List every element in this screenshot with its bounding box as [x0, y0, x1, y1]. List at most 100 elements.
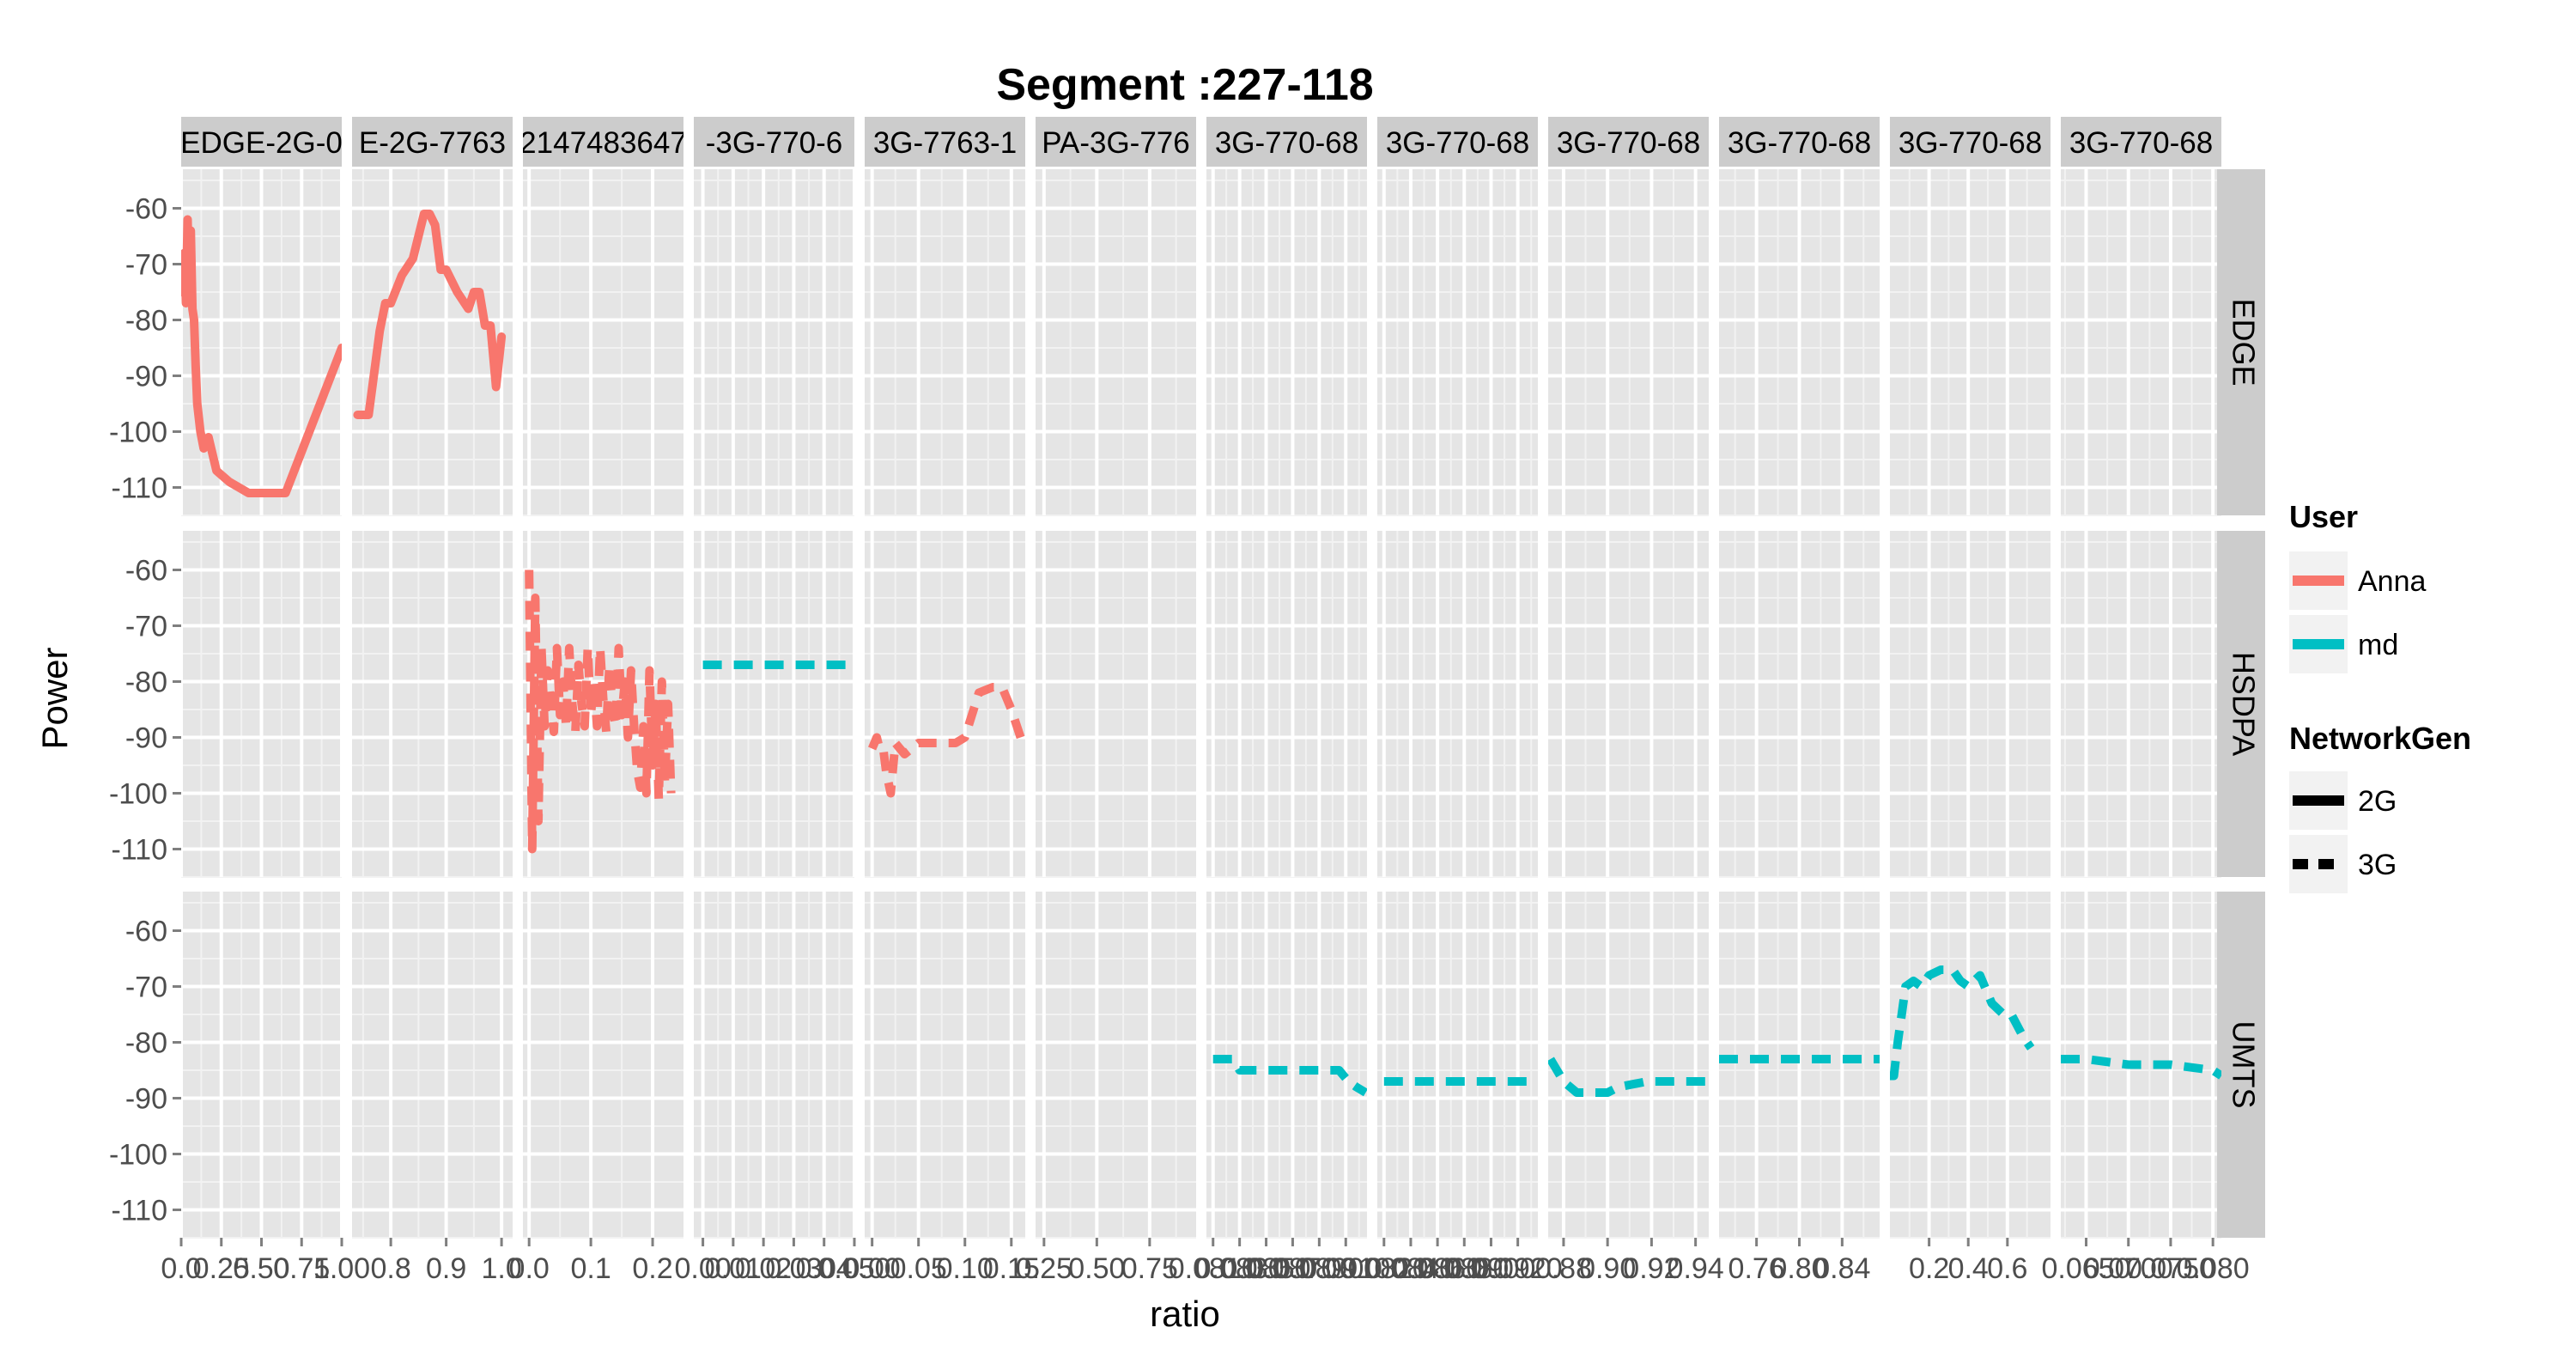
y-tick-label: -100	[109, 1139, 167, 1172]
facet-strip-label: 2147483647	[519, 126, 687, 160]
facet-panel	[1719, 892, 1880, 1239]
facet-strip-label: 3G-770-68	[1557, 126, 1700, 160]
x-tick-label: 0.92	[1623, 1252, 1680, 1285]
facet-strip-column: 2147483647	[519, 117, 687, 167]
y-tick-label: -80	[125, 1027, 167, 1060]
x-tick-label: 0.00	[674, 1252, 731, 1285]
facet-strip-label: HSDPA	[2226, 652, 2261, 756]
x-tick-label: 0.0870	[1248, 1252, 1337, 1285]
x-tick-label: 0.0890	[1274, 1252, 1364, 1285]
facet-strip-column: -3G-770-6	[694, 117, 854, 167]
y-tick-label: -110	[111, 472, 167, 505]
x-tick-label: 0.0	[161, 1252, 201, 1285]
y-tick-label: -90	[125, 361, 167, 393]
facet-strip-column: 3G-770-68	[1377, 117, 1538, 167]
x-tick-label: 0.0650	[2042, 1252, 2131, 1285]
x-tick-label: 0.0860	[1393, 1252, 1482, 1285]
facet-panel	[352, 892, 513, 1239]
y-tick-label: -110	[111, 834, 167, 867]
legend-label: md	[2358, 629, 2398, 661]
x-tick-label: 0.00	[844, 1252, 901, 1285]
facet-panel	[523, 169, 683, 516]
facet-panel	[1548, 531, 1709, 878]
facet-strip-label: 3G-770-68	[1215, 126, 1358, 160]
facet-panel	[179, 892, 343, 1239]
series-line	[525, 569, 676, 854]
facet-strip-label: 3G-7763-1	[873, 126, 1017, 160]
facet-strip-label: PA-3G-776	[1042, 126, 1190, 160]
legend-label: Anna	[2358, 565, 2426, 598]
x-tick-label: 0.1	[570, 1252, 611, 1285]
facet-strip-column: EDGE-2G-0	[181, 117, 342, 167]
facet-strip-column: 3G-7763-1	[865, 117, 1025, 167]
facet-strip-row: UMTS	[2217, 892, 2265, 1238]
facet-strip-column: 3G-770-68	[1206, 117, 1367, 167]
x-tick-label: 0.0840	[1366, 1252, 1455, 1285]
legend-item-network: 3G	[2289, 835, 2397, 893]
x-tick-label: 0.0810	[1169, 1252, 1258, 1285]
x-tick-label: 0.90	[1579, 1252, 1636, 1285]
facet-strip-column: 3G-770-68	[1890, 117, 2050, 167]
y-tick-label: -60	[125, 193, 167, 226]
x-tick-label: 0.0830	[1195, 1252, 1285, 1285]
facet-panel	[523, 892, 683, 1239]
x-tick-label: 0.84	[1814, 1252, 1870, 1285]
legend-label: 2G	[2358, 785, 2397, 818]
facet-panel	[352, 531, 513, 878]
facet-strip-column: 3G-770-68	[1548, 117, 1709, 167]
x-tick-label: 0.05	[890, 1252, 947, 1285]
legend-title-user: User	[2289, 499, 2358, 534]
x-tick-label: 0.15	[983, 1252, 1040, 1285]
facet-panel	[1206, 531, 1367, 878]
y-tick-label: -110	[111, 1195, 167, 1227]
x-tick-label: 0.25	[193, 1252, 250, 1285]
y-tick-label: -80	[125, 667, 167, 699]
facet-strip-column: 3G-770-68	[2061, 117, 2221, 167]
series-line	[867, 683, 1025, 798]
x-tick-label: 0.50	[1068, 1252, 1125, 1285]
facet-panel	[1377, 169, 1538, 516]
facet-panel	[1548, 892, 1709, 1239]
legend-item-user: Anna	[2289, 551, 2426, 610]
facet-panel	[1890, 892, 2050, 1239]
y-tick-label: -60	[125, 916, 167, 948]
x-tick-label: 0.75	[1121, 1252, 1178, 1285]
facet-panel	[2061, 531, 2221, 878]
facet-panel	[1206, 892, 1367, 1239]
y-tick-label: -90	[125, 1083, 167, 1116]
facet-panel	[1206, 169, 1367, 516]
facet-panel	[1377, 892, 1538, 1239]
x-tick-label: 0.10	[937, 1252, 993, 1285]
x-tick-label: 0.88	[1535, 1252, 1592, 1285]
facet-panel	[865, 531, 1025, 878]
facet-panel	[694, 169, 856, 516]
x-tick-label: 0.25	[1016, 1252, 1072, 1285]
facet-panel	[1719, 531, 1880, 878]
facet-panel	[1036, 169, 1196, 516]
x-tick-label: 0.0	[509, 1252, 550, 1285]
chart-title: Segment :227-118	[996, 60, 1373, 110]
x-tick-label: 0.2	[632, 1252, 672, 1285]
facet-strip-label: EDGE	[2226, 298, 2261, 386]
series-line	[181, 215, 342, 497]
x-tick-label: 1.0	[481, 1252, 521, 1285]
x-tick-label: 0.0910	[1301, 1252, 1390, 1285]
x-tick-label: 0.0750	[2126, 1252, 2215, 1285]
facet-strip-label: E-2G-7763	[359, 126, 506, 160]
legend-title-network: NetworkGen	[2289, 721, 2471, 756]
facet-panel	[694, 531, 856, 878]
y-axis: -60 -70 -80 -90 -100 -110 -60 -70 -80 -90 -100 -110…	[109, 193, 181, 1227]
y-tick-label: -70	[125, 611, 167, 643]
facet-panel	[1890, 169, 2050, 516]
x-tick-label: 0.80	[1771, 1252, 1827, 1285]
y-tick-label: -80	[125, 305, 167, 338]
series-line	[2061, 1055, 2221, 1080]
x-tick-label: 0.75	[273, 1252, 330, 1285]
facet-strip-row: HSDPA	[2217, 531, 2265, 877]
x-tick-label: 0.0700	[2084, 1252, 2173, 1285]
facet-panel	[2061, 169, 2221, 516]
facet-strip-label: 3G-770-68	[1728, 126, 1871, 160]
facet-strips: EDGE-2G-0 E-2G-7763 2147483647 -3G-770-6 3G-…	[181, 117, 2265, 1238]
x-tick-label: 0.76	[1728, 1252, 1785, 1285]
